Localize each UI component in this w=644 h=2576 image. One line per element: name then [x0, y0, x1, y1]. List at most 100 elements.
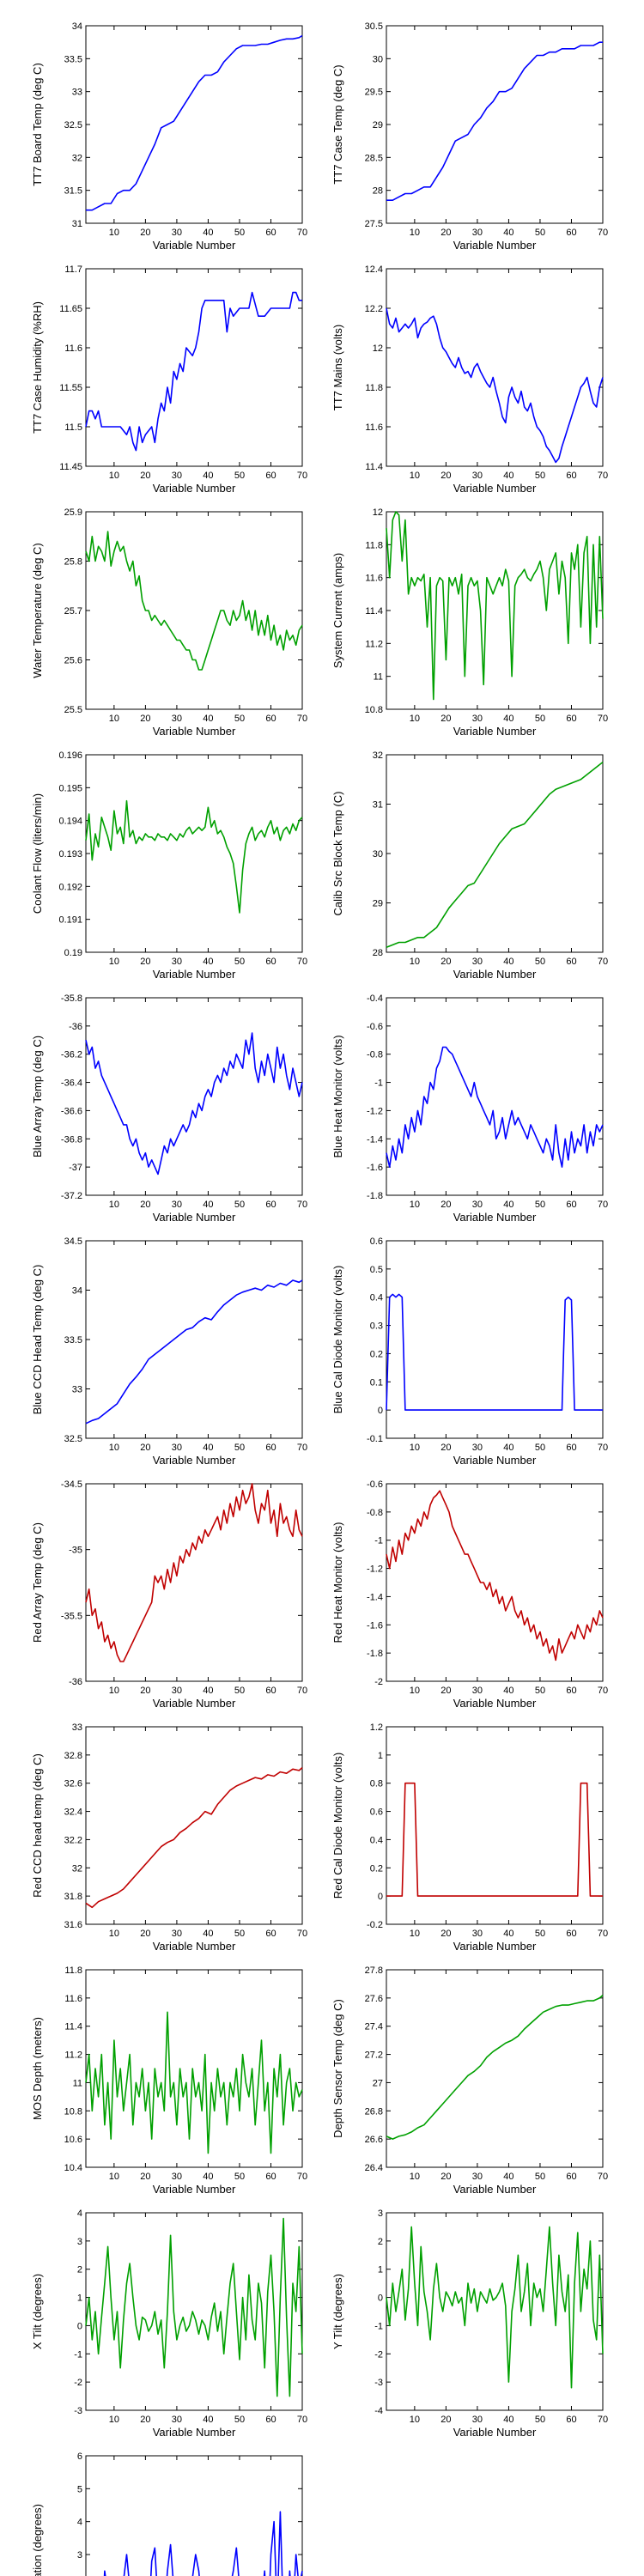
y-tick-label: 30.5 [365, 21, 383, 32]
x-tick-label: 10 [109, 1443, 119, 1453]
x-tick-label: 70 [598, 228, 608, 238]
y-tick-label: 0 [378, 1406, 383, 1416]
y-tick-label: 1 [77, 2293, 82, 2304]
x-tick-label: 60 [566, 2172, 576, 2182]
plot-area [386, 1726, 604, 1925]
y-tick-label: -36.2 [61, 1050, 82, 1060]
x-tick-label: 60 [566, 1686, 576, 1696]
y-tick-label: -35 [69, 1546, 82, 1556]
x-tick-label: 60 [265, 714, 276, 724]
y-tick-label: 11 [73, 2078, 82, 2088]
x-tick-label: 30 [172, 1929, 182, 1939]
x-tick-label: 30 [472, 1929, 483, 1939]
y-tick-label: 0.4 [370, 1835, 383, 1845]
y-tick-label: 11.45 [59, 462, 82, 472]
x-tick-label: 10 [109, 2415, 119, 2425]
x-tick-label: 20 [440, 957, 451, 967]
x-tick-label: 20 [440, 2415, 451, 2425]
plot-panel: 10 20 30 40 50 60 70 -1.8 -1.6 -1.4 -1.2 -1 -0.8 -0.6… [331, 993, 608, 1224]
x-tick-label: 30 [172, 1686, 182, 1696]
x-tick-label: 10 [109, 471, 119, 481]
y-tick-label: 28 [373, 186, 383, 197]
y-tick-label: -1.4 [367, 1134, 383, 1145]
y-tick-label: 11.7 [64, 264, 82, 275]
y-tick-label: 31.5 [64, 186, 82, 197]
x-tick-label: 30 [472, 471, 483, 481]
y-axis-label: Depth Sensor Temp (deg C) [331, 1999, 344, 2138]
x-tick-label: 50 [234, 1929, 245, 1939]
y-tick-label: 2 [378, 2237, 383, 2247]
x-tick-label: 40 [503, 1200, 513, 1210]
y-tick-label: -0.8 [367, 1050, 383, 1060]
y-tick-label: 10.6 [64, 2135, 82, 2145]
x-tick-label: 50 [234, 1686, 245, 1696]
plot-area [386, 1483, 604, 1682]
y-tick-label: 32.4 [64, 1807, 82, 1818]
y-tick-label: 11.4 [365, 462, 383, 472]
y-tick-label: 3 [77, 2237, 82, 2247]
series-line [386, 511, 604, 701]
y-tick-label: 34 [72, 21, 82, 32]
x-tick-label: 60 [566, 228, 576, 238]
y-tick-label: -0.6 [367, 1022, 383, 1032]
y-tick-label: 32.5 [64, 1434, 82, 1444]
x-tick-label: 70 [297, 228, 307, 238]
x-tick-label: 30 [472, 2172, 483, 2182]
plot-panel: 10 20 30 40 50 60 70 -2 -1.8 -1.6 -1.4 -1.2 -1 -0.8 -0… [331, 1479, 608, 1710]
y-tick-label: 25.7 [64, 606, 82, 617]
plot-area [386, 511, 604, 710]
y-tick-label: 11.6 [365, 574, 383, 584]
x-tick-label: 30 [172, 1443, 182, 1453]
x-tick-label: 20 [440, 1929, 451, 1939]
y-tick-label: -1 [374, 1536, 383, 1546]
y-axis-label: TT7 Mains (volts) [331, 325, 344, 410]
x-tick-label: 50 [234, 714, 245, 724]
y-tick-label: -1.2 [367, 1106, 383, 1116]
series-line [386, 761, 604, 949]
x-tick-label: 50 [535, 2415, 545, 2425]
y-tick-label: 11.8 [64, 1965, 82, 1976]
y-tick-label: -36.8 [61, 1134, 82, 1145]
y-tick-label: 11.4 [365, 606, 383, 617]
x-axis-label: Variable Number [453, 968, 537, 981]
y-tick-label: 0.191 [58, 915, 82, 926]
x-tick-label: 10 [410, 714, 420, 724]
y-tick-label: 0.2 [370, 1349, 383, 1359]
x-tick-label: 30 [472, 1686, 483, 1696]
series-line [386, 41, 603, 201]
x-tick-label: 60 [566, 1200, 576, 1210]
plot-panel: 10 20 30 40 50 60 70 0.19 0.191 0.192 0.193 0.194 0.… [31, 750, 307, 981]
y-tick-label: 27.2 [365, 2050, 383, 2061]
x-tick-label: 60 [566, 714, 576, 724]
x-tick-label: 40 [203, 1443, 213, 1453]
y-tick-label: -37 [69, 1163, 82, 1173]
y-tick-label: -1.6 [367, 1620, 383, 1631]
plot-panel: 10 20 30 40 50 60 70 -4 -3 -2 -1 0 1 2 3 Variable Numbe… [331, 2208, 608, 2439]
y-tick-label: -4 [374, 2406, 383, 2416]
series-line [386, 1995, 604, 2140]
y-tick-label: 31.8 [64, 1892, 82, 1902]
x-tick-label: 60 [566, 957, 576, 967]
x-tick-label: 70 [598, 2172, 608, 2182]
x-tick-label: 20 [440, 228, 451, 238]
x-tick-label: 30 [172, 1200, 182, 1210]
x-tick-label: 40 [503, 1443, 513, 1453]
x-tick-label: 10 [109, 957, 119, 967]
y-tick-label: 32 [72, 153, 82, 163]
x-tick-label: 20 [440, 714, 451, 724]
x-axis-label: Variable Number [153, 2426, 236, 2439]
x-tick-label: 70 [598, 957, 608, 967]
plot-area [386, 754, 604, 953]
y-tick-label: 33.5 [64, 1335, 82, 1346]
plot-panel: 10 20 30 40 50 60 70 -0.2 0 0.2 0.4 0.6 0.8 1 1.2 Varia… [331, 1722, 608, 1953]
y-tick-label: 32 [72, 1863, 82, 1874]
plot-panel: 10 20 30 40 50 60 70 31.6 31.8 32 32.2 32.4 32.6 32.8… [31, 1722, 307, 1953]
x-tick-label: 60 [265, 1200, 276, 1210]
y-tick-label: 29.5 [365, 88, 383, 98]
y-tick-label: 0.4 [370, 1293, 383, 1303]
y-axis-label: Blue CCD Head Temp (deg C) [31, 1265, 44, 1415]
x-tick-label: 30 [472, 1443, 483, 1453]
x-axis-label: Variable Number [153, 239, 236, 252]
y-tick-label: 32.5 [64, 120, 82, 131]
y-tick-label: 0 [77, 2321, 82, 2331]
